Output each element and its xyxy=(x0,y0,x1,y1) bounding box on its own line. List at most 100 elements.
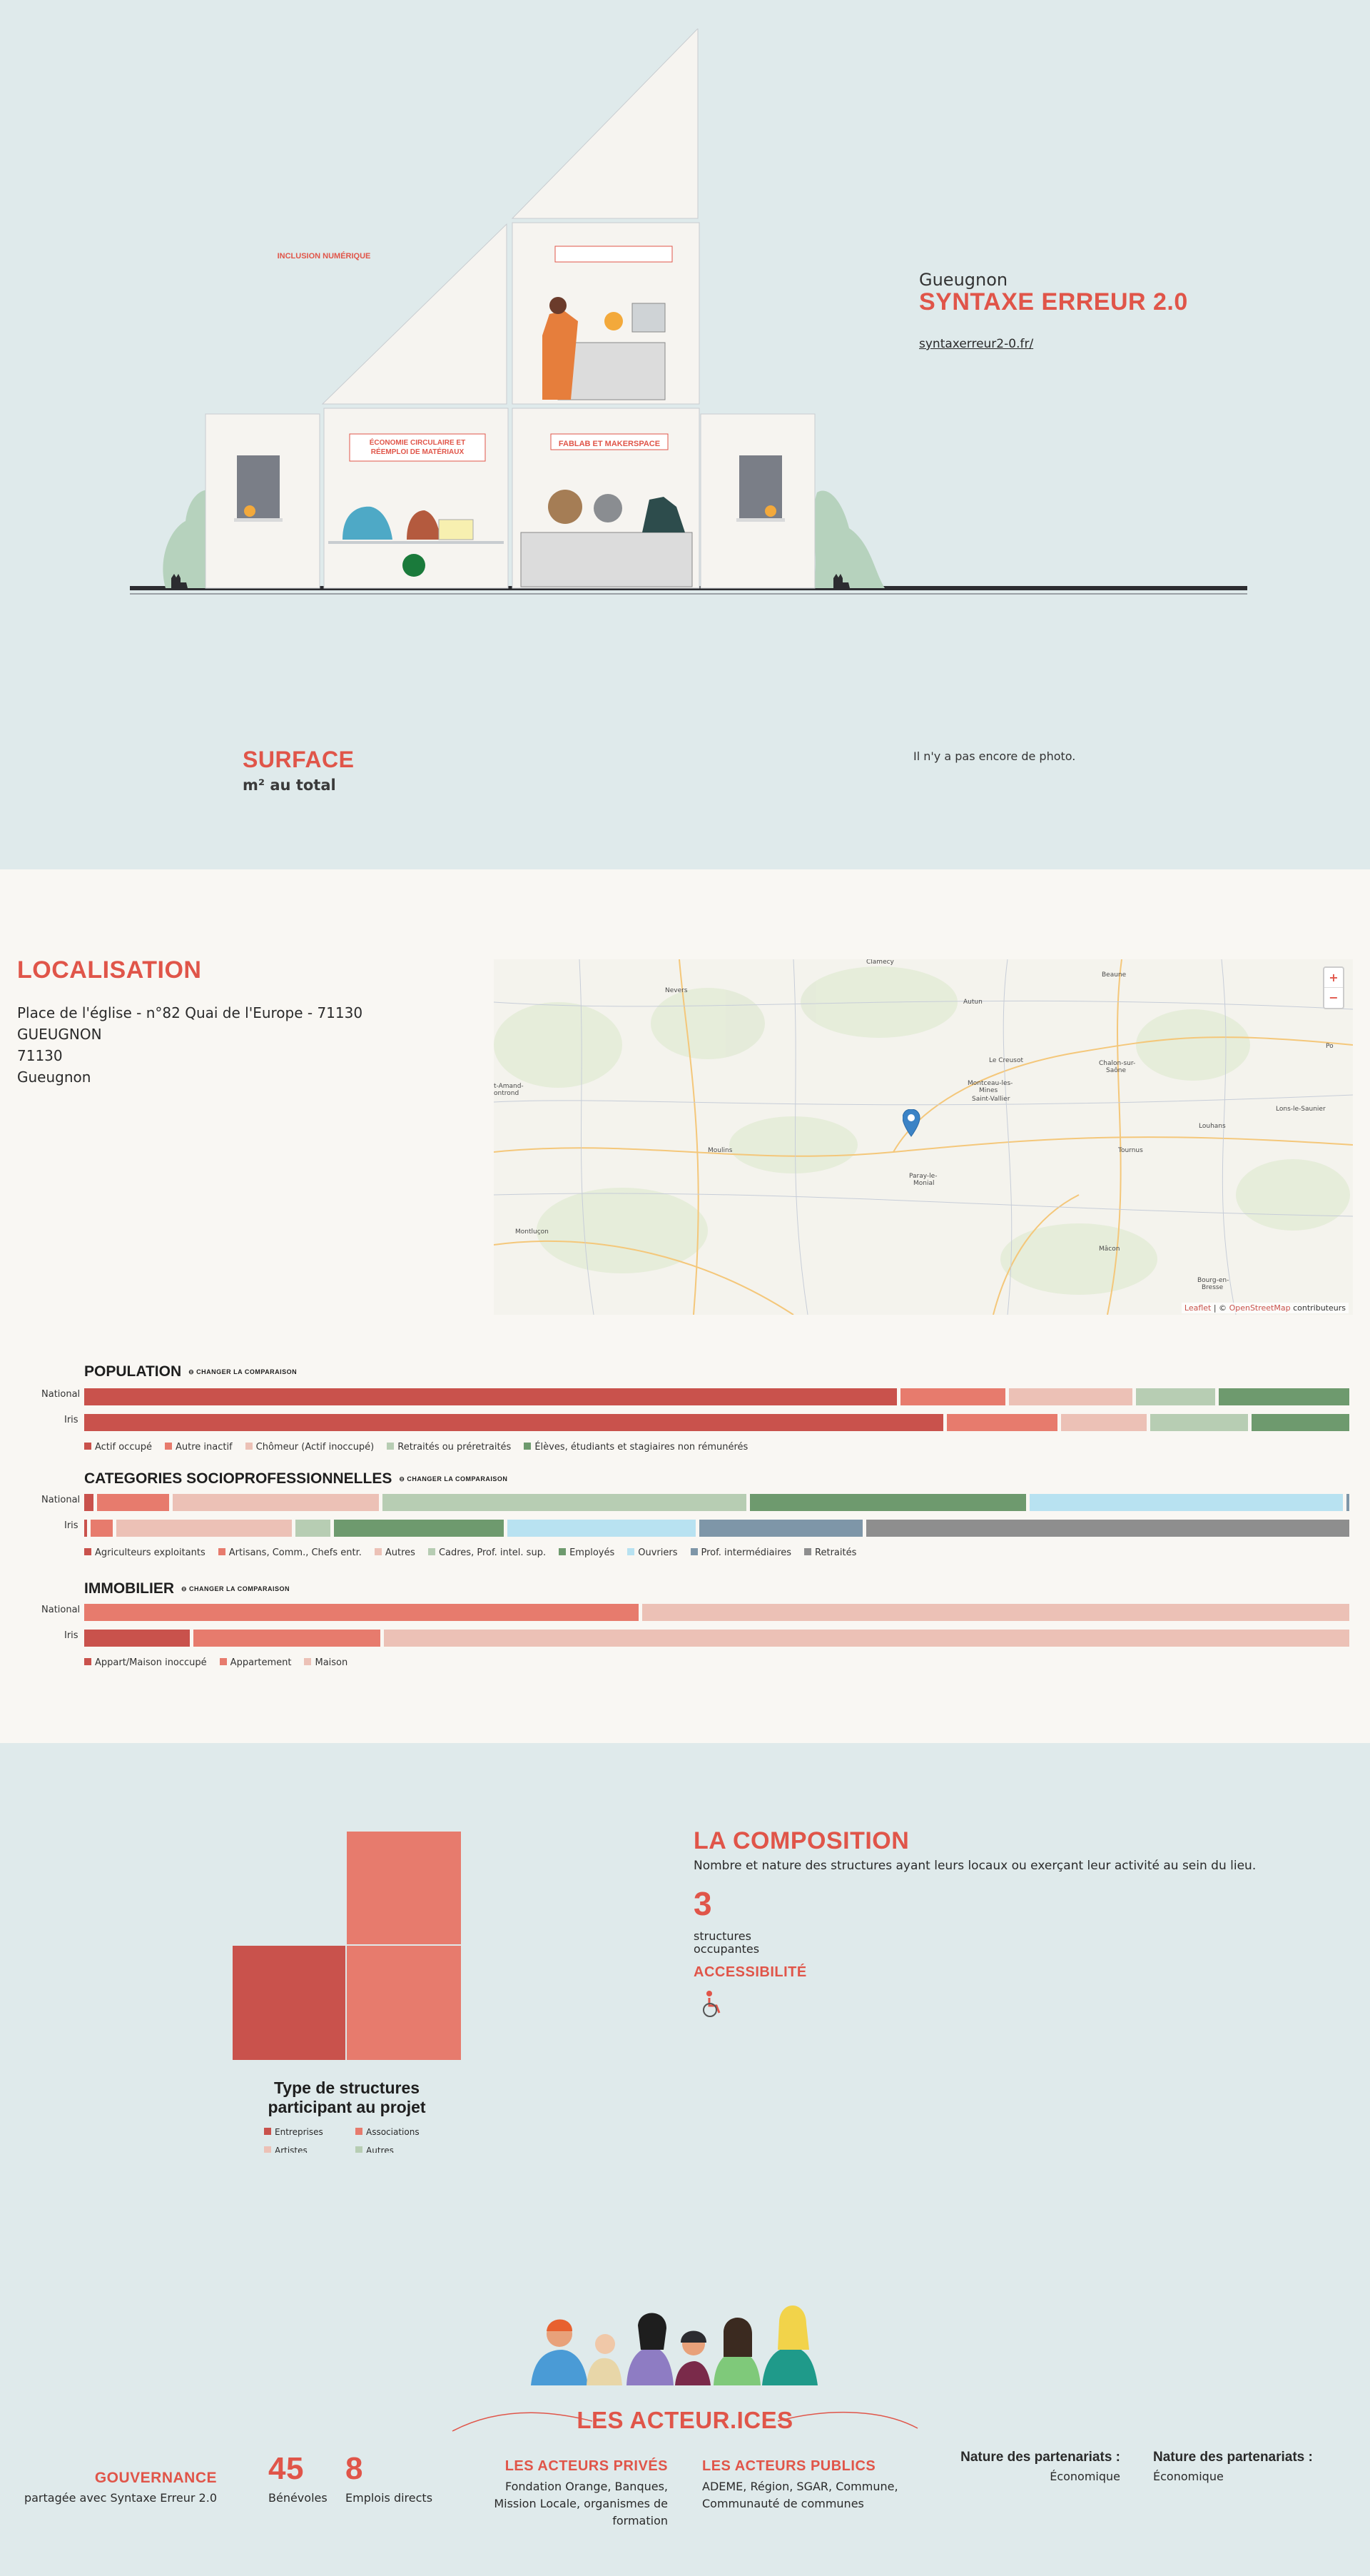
map-marker-icon[interactable] xyxy=(903,1109,924,1141)
sign-inclusion: INCLUSION NUMÉRIQUE xyxy=(277,252,371,261)
address-line: 71130 xyxy=(17,1047,63,1064)
place-name: SYNTAXE ERREUR 2.0 xyxy=(919,288,1188,315)
legend-label: Autres xyxy=(385,1547,415,1558)
legend-swatch xyxy=(218,1548,225,1555)
legend-label: Autre inactif xyxy=(175,1442,233,1453)
accessibility-title: ACCESSIBILITÉ xyxy=(694,1964,807,1980)
svg-text:Tournus: Tournus xyxy=(1117,1147,1143,1154)
legend-swatch xyxy=(304,1658,312,1665)
legend-item: Cadres, Prof. intel. sup. xyxy=(427,1547,547,1558)
bar-segment-artisans-comm-chefs-entr-[interactable] xyxy=(90,1520,113,1537)
bar-segment--l-ves-tudiants-et-stagiaires-non-r-mun-r-s[interactable] xyxy=(1251,1414,1349,1431)
legend-swatch xyxy=(559,1548,567,1555)
leaflet-link[interactable]: Leaflet xyxy=(1184,1303,1212,1313)
bar-segment-actif-occup-[interactable] xyxy=(84,1388,897,1405)
bar-segment-prof-interm-diaires[interactable] xyxy=(699,1520,863,1537)
svg-text:Saint-Vallier: Saint-Vallier xyxy=(972,1096,1010,1103)
legend-item: Appartement xyxy=(219,1657,291,1668)
svg-text:Mâcon: Mâcon xyxy=(1099,1246,1120,1253)
population-title: POPULATION xyxy=(84,1363,182,1380)
bar-segment-retrait-s-ou-pr-retrait-s[interactable] xyxy=(1150,1414,1248,1431)
legend-swatch xyxy=(84,1658,91,1665)
publics-text: ADEME, Région, SGAR, Commune, Communauté… xyxy=(702,2480,898,2510)
hero-section: INCLUSION NUMÉRIQUE ÉCONOMIE CIRCULAIRE … xyxy=(0,0,1370,869)
composition-section: Type de structures participant au projet… xyxy=(0,1743,1370,2576)
toggle-comparison-button[interactable]: ⊖ CHANGER LA COMPARAISON xyxy=(188,1368,298,1375)
bar-segment-maison[interactable] xyxy=(383,1630,1349,1647)
bar-segment-employ-s[interactable] xyxy=(750,1494,1026,1511)
bar-segment-autre-inactif[interactable] xyxy=(947,1414,1058,1431)
structure-treemap xyxy=(233,1832,461,2060)
structure-count: 3 xyxy=(694,1885,713,1922)
osm-link[interactable]: OpenStreetMap xyxy=(1229,1303,1291,1313)
bar-segment-autre-inactif[interactable] xyxy=(900,1388,1005,1405)
legend-label: Maison xyxy=(315,1657,348,1668)
publics-title: LES ACTEURS PUBLICS xyxy=(702,2458,876,2474)
bar-segment-appartement[interactable] xyxy=(193,1630,380,1647)
bar-segment-employ-s[interactable] xyxy=(334,1520,504,1537)
svg-text:ontrond: ontrond xyxy=(494,1090,519,1097)
wheelchair-icon xyxy=(703,1991,721,2017)
zoom-out-button[interactable]: − xyxy=(1329,991,1339,1004)
bar-segment-cadres-prof-intel-sup-[interactable] xyxy=(382,1494,747,1511)
legend-swatch xyxy=(690,1548,698,1555)
address-line: Place de l'église - n°82 Quai de l'Europ… xyxy=(17,1004,363,1021)
legend-item: Autre inactif xyxy=(164,1442,233,1453)
zoom-in-button[interactable]: + xyxy=(1324,968,1343,988)
svg-text:Bresse: Bresse xyxy=(1202,1284,1224,1291)
partenariats-publics-title: Nature des partenariats : xyxy=(1153,2450,1313,2465)
legend-swatch xyxy=(219,1658,227,1665)
toggle-comparison-button[interactable]: ⊖ CHANGER LA COMPARAISON xyxy=(399,1475,508,1483)
website-link[interactable]: syntaxerreur2-0.fr/ xyxy=(919,337,1034,351)
legend-item: Autres xyxy=(374,1547,415,1558)
gouvernance-title: GOUVERNANCE xyxy=(94,2470,217,2486)
structure-legend: Entreprises Associations Artistes Autres xyxy=(264,2123,457,2153)
attribution-separator: | © xyxy=(1211,1303,1229,1313)
bar-segment-autres[interactable] xyxy=(116,1520,293,1537)
bar-segment-prof-interm-diaires[interactable] xyxy=(1346,1494,1349,1511)
bar-segment-agriculteurs-exploitants[interactable] xyxy=(84,1520,87,1537)
svg-text:Paray-le-: Paray-le- xyxy=(909,1173,937,1180)
bar-segment-actif-occup-[interactable] xyxy=(84,1414,944,1431)
bar-segment-ouvriers[interactable] xyxy=(1029,1494,1344,1511)
legend-swatch xyxy=(164,1443,172,1450)
bar-segment-cadres-prof-intel-sup-[interactable] xyxy=(295,1520,331,1537)
treemap-cell-entreprises xyxy=(233,1946,345,2060)
localisation-section: LOCALISATION Place de l'église - n°82 Qu… xyxy=(0,869,1370,1743)
sign-fablab: FABLAB ET MAKERSPACE xyxy=(558,440,661,448)
bar-segment-appartement[interactable] xyxy=(84,1604,639,1621)
map[interactable]: Nevers Autun Beaune Le Creusot Chalon-sur- S… xyxy=(494,959,1353,1315)
toggle-comparison-button[interactable]: ⊖ CHANGER LA COMPARAISON xyxy=(181,1585,290,1592)
legend-label: Prof. intermédiaires xyxy=(701,1547,792,1558)
legend-label: Appart/Maison inoccupé xyxy=(95,1657,207,1668)
population-bar-iris xyxy=(84,1414,1353,1431)
legend-item: Agriculteurs exploitants xyxy=(84,1547,206,1558)
bar-segment--l-ves-tudiants-et-stagiaires-non-r-mun-r-s[interactable] xyxy=(1219,1388,1349,1405)
bar-segment-maison[interactable] xyxy=(642,1604,1349,1621)
bar-segment-retrait-s-ou-pr-retrait-s[interactable] xyxy=(1136,1388,1216,1405)
legend-label: Artistes xyxy=(275,2146,308,2153)
cat-icon xyxy=(833,574,850,588)
bar-segment-agriculteurs-exploitants[interactable] xyxy=(84,1494,93,1511)
bar-segment-artisans-comm-chefs-entr-[interactable] xyxy=(96,1494,170,1511)
legend-label: Associations xyxy=(366,2127,420,2137)
bar-segment-autres[interactable] xyxy=(173,1494,379,1511)
structure-count-label: structures occupantes xyxy=(694,1930,759,1956)
bar-segment-ch-meur-actif-inoccup-[interactable] xyxy=(1061,1414,1147,1431)
svg-text:Mines: Mines xyxy=(979,1087,998,1094)
address-line: GUEUGNON xyxy=(17,1026,102,1043)
place-city: Gueugnon xyxy=(919,270,1008,290)
bar-segment-appart-maison-inoccup-[interactable] xyxy=(84,1630,190,1647)
svg-text:Bourg-en-: Bourg-en- xyxy=(1197,1277,1229,1284)
emplois-label: Emplois directs xyxy=(345,2491,433,2505)
bar-segment-ch-meur-actif-inoccup-[interactable] xyxy=(1008,1388,1133,1405)
legend-item: Artisans, Comm., Chefs entr. xyxy=(218,1547,362,1558)
title-swoosh xyxy=(452,2411,918,2432)
bar-segment-retrait-s[interactable] xyxy=(866,1520,1349,1537)
legend-label: Cadres, Prof. intel. sup. xyxy=(438,1547,547,1558)
legend-item: Employés xyxy=(559,1547,614,1558)
svg-text:Louhans: Louhans xyxy=(1199,1123,1226,1130)
svg-text:Autun: Autun xyxy=(963,999,983,1006)
legend-swatch xyxy=(804,1548,812,1555)
bar-segment-ouvriers[interactable] xyxy=(507,1520,696,1537)
